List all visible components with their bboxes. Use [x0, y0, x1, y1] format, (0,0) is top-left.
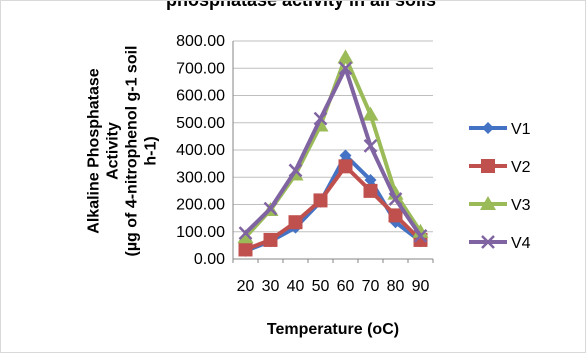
x-tick-label: 60 [337, 278, 355, 295]
y-tick-label: 700.00 [176, 60, 225, 77]
data-point-v2 [263, 232, 278, 247]
data-point-v2 [288, 215, 303, 230]
y-tick-label: 0.00 [194, 251, 225, 268]
x-axis-title: Temperature (oC) [267, 321, 399, 338]
data-point-v4 [388, 192, 403, 206]
series-v2 [238, 159, 428, 257]
legend-item-v4: V4 [469, 235, 531, 252]
data-point-v4 [413, 228, 428, 243]
data-point-v3 [337, 49, 354, 64]
data-point-v4 [263, 201, 278, 216]
y-axis-title-line: (µg of 4-nitrophenol g-1 soil [124, 46, 141, 257]
series-layer [237, 49, 429, 257]
data-point-v2 [363, 183, 378, 198]
x-tick-label: 80 [387, 278, 405, 295]
y-tick-label: 400.00 [176, 142, 225, 159]
data-point-v2 [388, 208, 403, 223]
data-point-v4 [338, 61, 353, 76]
x-tick-label: 70 [362, 278, 380, 295]
legend-label-v3: V3 [511, 197, 531, 214]
x-tick-label: 90 [412, 278, 430, 295]
legend-marker-v4 [481, 235, 495, 249]
legend-marker-v2 [481, 159, 495, 173]
data-point-v4 [313, 111, 328, 126]
data-point-v2 [313, 193, 328, 208]
legend-label-v1: V1 [511, 121, 531, 138]
data-point-v1 [339, 149, 352, 162]
legend-label-v2: V2 [511, 159, 531, 176]
series-line-v4 [244, 66, 423, 237]
legend-item-v3: V3 [469, 196, 531, 214]
legend: V1 V2 V3 V4 [469, 121, 531, 252]
y-tick-label: 100.00 [176, 224, 225, 241]
data-point-v4 [363, 139, 378, 153]
legend-marker-v3 [480, 196, 496, 210]
y-axis-title-line: Activity [105, 122, 122, 180]
series-v4 [238, 61, 428, 243]
data-point-v2 [338, 159, 353, 174]
axes [232, 41, 434, 263]
chart-title: phosphatase activity in all soils [166, 1, 436, 10]
y-tick-label: 500.00 [176, 115, 225, 132]
data-point-v3 [237, 229, 254, 244]
x-tick-label: 20 [237, 278, 255, 295]
data-point-v4 [238, 226, 253, 240]
y-axis-title: Alkaline Phosphatase Activity (µg of 4-nit… [86, 46, 160, 257]
y-tick-label: 600.00 [176, 88, 225, 105]
x-tick-label: 40 [287, 278, 305, 295]
data-point-v3 [362, 106, 379, 121]
data-point-v1 [364, 173, 377, 186]
legend-marker-v1 [482, 122, 494, 134]
data-point-v3 [412, 223, 429, 238]
legend-label-v4: V4 [511, 235, 531, 252]
y-axis-title-line: h-1) [143, 136, 160, 165]
legend-item-v1: V1 [469, 121, 531, 138]
y-axis-ticks: 0.00 100.00 200.00 300.00 400.00 500.00 600.00… [176, 33, 225, 268]
y-tick-label: 800.00 [176, 33, 225, 50]
legend-item-v2: V2 [469, 159, 531, 176]
data-point-v2 [238, 242, 253, 257]
x-axis-ticks: 20 30 40 50 60 70 80 90 [237, 278, 430, 295]
y-tick-label: 200.00 [176, 197, 225, 214]
y-tick-label: 300.00 [176, 169, 225, 186]
y-axis-title-line: Alkaline Phosphatase [86, 68, 103, 233]
x-tick-label: 30 [262, 278, 280, 295]
data-point-v4 [288, 163, 303, 178]
x-tick-label: 50 [312, 278, 330, 295]
